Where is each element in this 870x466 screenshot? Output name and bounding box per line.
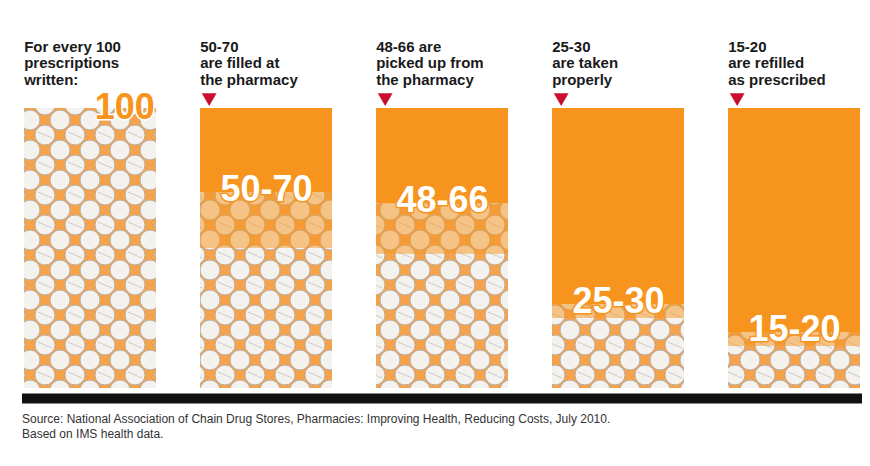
svg-text:100: 100 [95,86,155,127]
svg-text:50-70: 50-70 [220,168,312,209]
html-text:Source: National Association o: Source: National Association of Chain Dr… [22,412,611,426]
svg-text:For every 100prescriptionswrit: For every 100prescriptionswritten: [23,38,121,88]
svg-text:48-66: 48-66 [396,179,488,220]
svg-text:25-30: 25-30 [572,280,664,321]
svg-text:50-70are filled atthe pharmacy: 50-70are filled atthe pharmacy [200,38,298,88]
svg-text:25-30are takenproperly: 25-30are takenproperly [552,38,618,88]
html-text:Based on IMS health data.: Based on IMS health data. [22,427,164,441]
svg-text:15-20: 15-20 [748,308,840,349]
svg-text:48-66 arepicked up fromthe pha: 48-66 arepicked up fromthe pharmacy [376,38,484,88]
svg-text:15-20are refilledas prescribed: 15-20are refilledas prescribed [728,38,826,88]
